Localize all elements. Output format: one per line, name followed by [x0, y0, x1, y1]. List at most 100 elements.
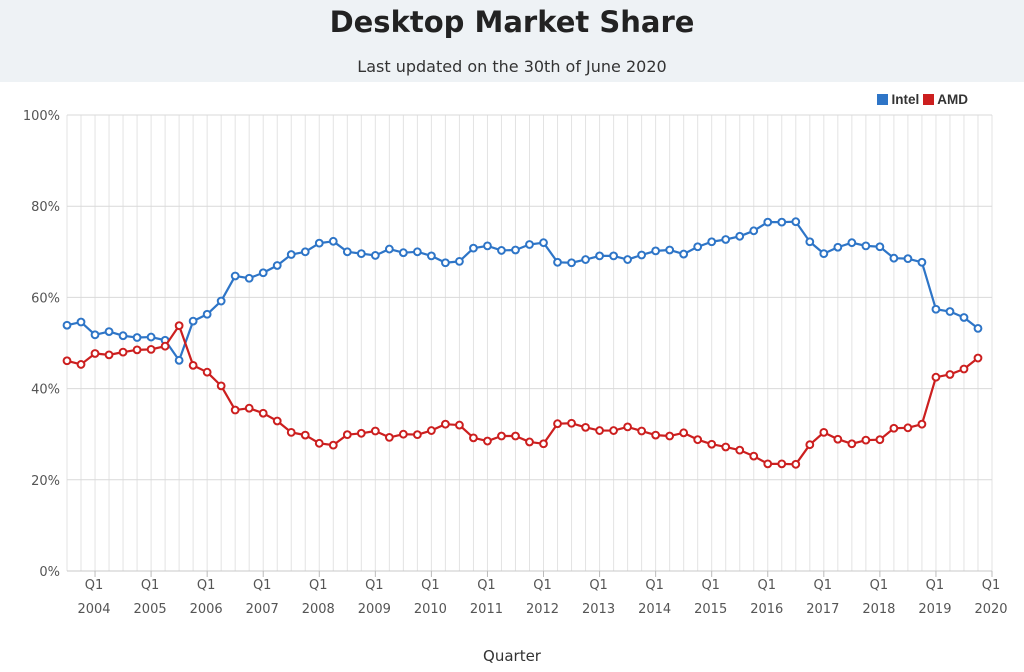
data-point-intel [525, 240, 534, 249]
data-point-amd [749, 451, 759, 461]
data-point-intel [917, 257, 927, 267]
data-point-intel [931, 304, 941, 314]
data-point-intel [314, 238, 324, 248]
data-point-amd [497, 431, 506, 441]
data-point-intel [497, 246, 506, 255]
x-tick-quarter: Q1 [645, 578, 664, 593]
x-tick-year: 2016 [750, 602, 783, 617]
data-point-amd [146, 344, 156, 354]
data-point-amd [342, 430, 352, 440]
data-point-amd [805, 440, 815, 450]
data-point-intel [76, 317, 86, 327]
data-point-amd [525, 437, 534, 447]
data-point-intel [623, 255, 633, 264]
data-point-intel [945, 307, 955, 316]
data-point-amd [567, 418, 576, 428]
data-point-intel [455, 256, 464, 266]
data-point-amd [230, 405, 240, 415]
data-point-amd [314, 438, 324, 448]
data-point-amd [819, 427, 829, 437]
data-point-intel [833, 242, 843, 252]
legend-item-amd[interactable]: AMD [923, 92, 968, 107]
data-point-intel [356, 249, 366, 259]
chart-header: Desktop Market Share Last updated on the… [0, 0, 1024, 82]
data-point-amd [328, 440, 338, 450]
data-point-intel [973, 324, 983, 333]
data-point-amd [441, 419, 450, 429]
data-point-amd [609, 426, 618, 435]
x-tick-year: 2014 [638, 602, 671, 617]
data-point-intel [216, 296, 226, 306]
data-point-amd [104, 350, 114, 360]
data-point-intel [384, 244, 394, 254]
data-point-intel [763, 217, 773, 227]
data-point-amd [272, 416, 282, 426]
data-point-amd [202, 367, 212, 377]
data-point-intel [903, 254, 913, 264]
data-point-intel [637, 250, 647, 260]
data-point-intel [511, 245, 520, 255]
data-point-amd [623, 422, 633, 432]
data-point-intel [679, 249, 689, 259]
x-tick-year: 2015 [694, 602, 727, 617]
data-point-intel [202, 309, 212, 319]
data-point-intel [791, 217, 801, 227]
data-point-intel [609, 251, 618, 261]
x-tick-quarter: Q1 [926, 578, 945, 593]
legend-label-intel: Intel [891, 91, 920, 107]
data-point-intel [146, 332, 156, 342]
data-point-intel [707, 237, 717, 247]
x-tick-year: 2012 [526, 602, 559, 617]
x-tick-year: 2006 [190, 602, 223, 617]
x-tick-quarter: Q1 [85, 578, 104, 593]
legend-item-intel[interactable]: Intel [877, 92, 919, 107]
data-point-amd [777, 459, 787, 469]
data-point-intel [272, 261, 282, 270]
data-point-intel [90, 330, 100, 340]
data-point-intel [819, 249, 829, 259]
data-point-amd [132, 345, 142, 355]
data-point-amd [595, 426, 604, 435]
data-point-intel [174, 355, 184, 365]
data-point-amd [300, 430, 310, 440]
data-point-amd [174, 321, 184, 331]
series-line-intel [66, 220, 979, 362]
data-point-amd [763, 459, 773, 469]
data-point-intel [805, 237, 815, 247]
data-point-amd [188, 360, 198, 370]
data-point-intel [244, 273, 254, 283]
x-tick-quarter: Q1 [141, 578, 160, 593]
x-tick-year: 2004 [77, 602, 110, 617]
series-line-amd [66, 324, 979, 466]
x-tick-year: 2013 [582, 602, 615, 617]
data-point-intel [118, 331, 128, 341]
x-tick-quarter: Q1 [477, 578, 496, 593]
data-point-intel [567, 258, 576, 268]
x-tick-quarter: Q1 [589, 578, 608, 593]
y-tick-label: 100% [23, 109, 60, 124]
data-point-amd [62, 356, 72, 366]
x-tick-quarter: Q1 [309, 578, 328, 593]
x-tick-quarter: Q1 [982, 578, 1001, 593]
data-point-amd [118, 347, 128, 357]
chart-legend: Intel AMD [877, 90, 968, 108]
data-point-amd [160, 341, 170, 351]
data-point-intel [412, 247, 422, 257]
data-point-intel [581, 255, 590, 264]
data-point-amd [665, 431, 675, 441]
data-point-amd [384, 432, 394, 442]
data-point-amd [875, 435, 885, 445]
data-point-intel [847, 238, 857, 248]
data-point-amd [483, 436, 492, 446]
x-tick-quarter: Q1 [870, 578, 889, 593]
data-point-amd [847, 439, 857, 449]
data-point-amd [511, 431, 520, 441]
legend-swatch-intel [877, 93, 889, 105]
y-tick-label: 0% [39, 565, 60, 580]
data-point-intel [188, 316, 198, 326]
data-point-amd [861, 435, 871, 445]
data-point-amd [903, 423, 913, 433]
x-tick-year: 2020 [974, 602, 1007, 617]
data-point-intel [651, 246, 661, 256]
data-point-amd [455, 420, 464, 430]
